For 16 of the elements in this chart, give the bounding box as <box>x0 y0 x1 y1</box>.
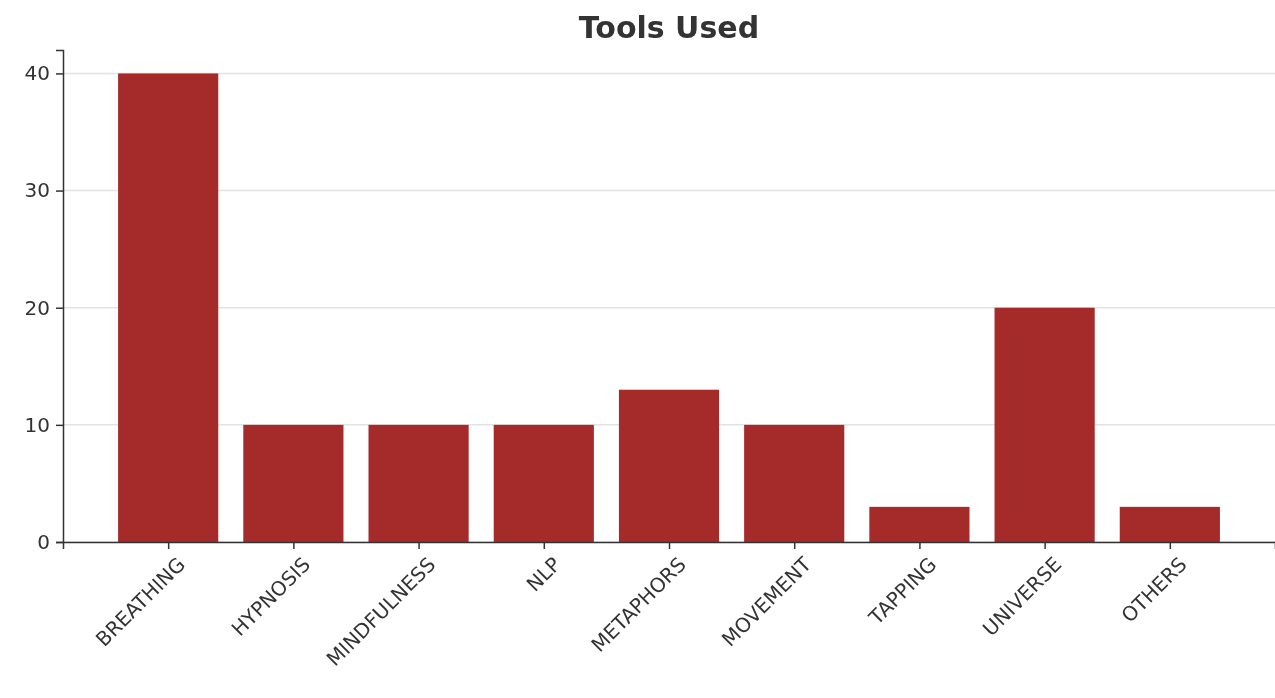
bar <box>744 424 845 542</box>
bar <box>994 307 1095 542</box>
y-tick-label: 30 <box>24 178 50 203</box>
y-tick-label: 20 <box>24 295 50 320</box>
bar <box>618 389 720 542</box>
y-tick-label: 40 <box>24 61 50 86</box>
x-tick-label: NLP <box>521 552 566 597</box>
chart-title: Tools Used <box>578 10 760 45</box>
bar <box>118 73 219 542</box>
bar <box>869 506 970 542</box>
bar <box>368 424 469 542</box>
bar <box>1119 506 1220 542</box>
y-tick-label: 0 <box>37 529 50 554</box>
bar <box>493 424 594 542</box>
y-tick-label: 10 <box>24 412 50 437</box>
bar <box>243 424 344 542</box>
